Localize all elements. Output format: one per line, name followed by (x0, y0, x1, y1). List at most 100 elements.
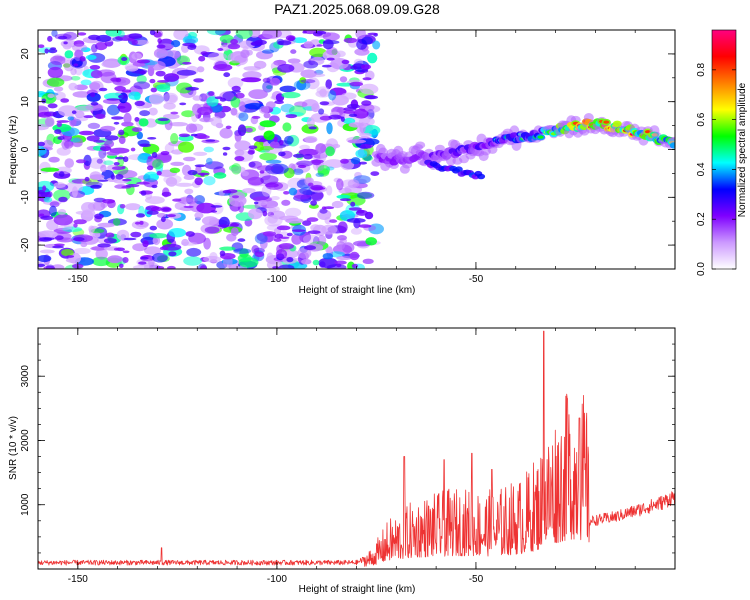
noise-dash (307, 182, 314, 187)
noise-blob (103, 92, 124, 101)
noise-dash (88, 34, 101, 41)
noise-dash (153, 31, 162, 38)
noise-dash (254, 201, 259, 205)
noise-dash (185, 86, 200, 91)
noise-dash (151, 152, 158, 158)
noise-blob (61, 249, 74, 257)
noise-dash (307, 230, 321, 234)
noise-dash (122, 250, 130, 254)
noise-blob (324, 216, 332, 225)
noise-blob (117, 30, 125, 38)
noise-blob (74, 49, 84, 58)
noise-blob (90, 184, 102, 189)
noise-blob (357, 191, 375, 199)
noise-blob (46, 77, 65, 87)
noise-blob (303, 60, 319, 69)
noise-blob (234, 140, 251, 151)
noise-dash (161, 191, 172, 197)
noise-blob (326, 122, 333, 135)
noise-blob (78, 130, 95, 136)
noise-dash (329, 219, 338, 223)
noise-blob (191, 111, 198, 123)
noise-blob (194, 212, 204, 219)
noise-dash (222, 152, 228, 156)
noise-blob (82, 209, 96, 218)
noise-dash (90, 101, 99, 106)
noise-blob (152, 236, 161, 246)
noise-blob (51, 30, 58, 37)
noise-blob (311, 103, 320, 113)
noise-dash (223, 72, 231, 78)
noise-dash (86, 135, 100, 142)
noise-blob (281, 91, 301, 99)
noise-dash (140, 256, 149, 260)
noise-dash (160, 151, 170, 156)
noise-blob (206, 30, 226, 36)
noise-dash (114, 85, 126, 92)
noise-dash (73, 237, 85, 242)
noise-blob (101, 60, 120, 68)
noise-blob (359, 83, 379, 95)
snr-background (38, 328, 675, 569)
noise-blob (296, 160, 313, 167)
noise-blob (343, 117, 356, 125)
noise-blob (178, 141, 194, 153)
spectrogram-y-axis-label: Frequency (Hz) (8, 116, 19, 185)
noise-dash (115, 77, 122, 83)
noise-blob (163, 102, 176, 110)
noise-blob (89, 82, 101, 90)
noise-dash (114, 156, 126, 160)
noise-dash (225, 125, 232, 129)
noise-blob (45, 264, 55, 269)
noise-blob (319, 208, 328, 214)
noise-dash (53, 243, 65, 247)
noise-blob (182, 35, 199, 45)
noise-dash (340, 116, 345, 122)
noise-blob (38, 230, 58, 239)
noise-blob (170, 133, 179, 145)
noise-blob (135, 39, 149, 45)
noise-dash (50, 47, 57, 50)
spectrogram-signal-ridge (371, 113, 675, 180)
noise-blob (230, 96, 241, 108)
noise-blob (241, 77, 262, 83)
noise-blob (156, 218, 174, 230)
noise-blob (372, 40, 381, 50)
noise-blob (293, 79, 311, 91)
noise-blob (96, 158, 103, 164)
noise-blob (153, 48, 168, 59)
noise-dash (128, 33, 143, 39)
noise-dash (182, 42, 196, 47)
noise-dash (348, 207, 362, 211)
noise-dash (79, 56, 86, 62)
noise-dash (140, 190, 147, 196)
noise-blob (238, 101, 246, 112)
noise-dash (122, 178, 132, 182)
noise-dash (119, 204, 126, 209)
noise-blob (185, 123, 198, 133)
tick-label: 2000 (20, 429, 31, 452)
noise-dash (102, 199, 115, 204)
noise-blob (346, 218, 366, 223)
noise-blob (245, 127, 253, 133)
noise-dash (155, 266, 165, 269)
noise-blob (265, 163, 284, 175)
noise-blob (100, 164, 107, 173)
noise-dash (273, 238, 282, 242)
noise-dash (232, 195, 239, 199)
noise-dash (303, 153, 313, 160)
noise-blob (231, 163, 242, 175)
noise-dash (343, 110, 356, 114)
noise-dash (340, 158, 349, 164)
noise-blob (196, 66, 205, 73)
noise-dash (237, 238, 246, 242)
tick-label: 1000 (20, 493, 31, 516)
noise-dash (364, 95, 378, 100)
noise-blob (322, 253, 334, 260)
noise-blob (244, 102, 265, 110)
noise-dash (58, 171, 65, 177)
tick-label: 0.8 (696, 62, 707, 76)
noise-blob (88, 225, 95, 233)
noise-blob (156, 84, 171, 93)
tick-label: -20 (20, 237, 31, 252)
